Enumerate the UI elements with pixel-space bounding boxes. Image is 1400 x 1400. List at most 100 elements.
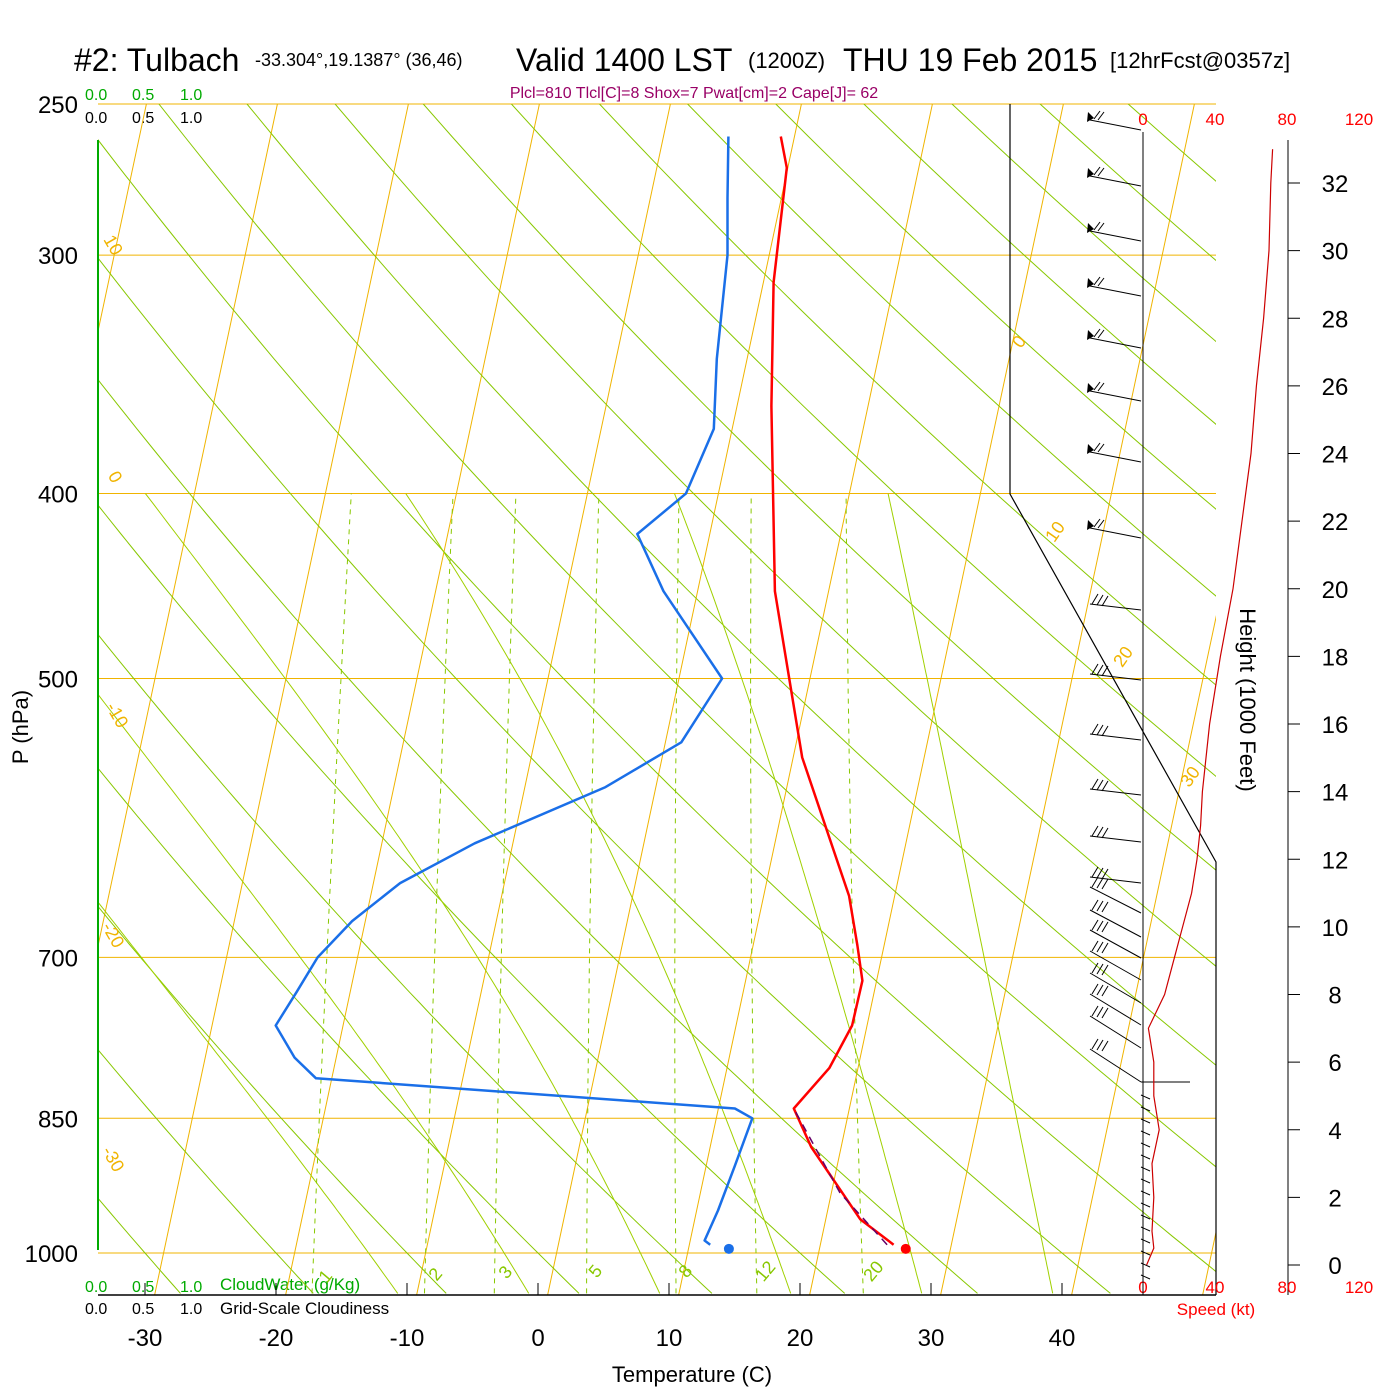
barb-flag — [1091, 876, 1099, 888]
dry-adiabat-0 — [98, 767, 580, 1294]
wind-barb — [1089, 876, 1142, 914]
barb-staff — [1089, 993, 1142, 1026]
x-tick-label-10: 10 — [656, 1325, 683, 1352]
speed-tick-top-80: 80 — [1278, 110, 1297, 129]
height-label-26: 26 — [1322, 374, 1349, 401]
surface-points — [723, 1243, 911, 1254]
mixing-ratio-12 — [750, 493, 758, 1294]
x-tick-label--20: -20 — [259, 1325, 294, 1352]
barb-flag — [1096, 1039, 1104, 1051]
wind-speed-axis: 0 0 40 40 80 80 120 120 — [1138, 110, 1373, 1297]
wind-barb — [1089, 723, 1142, 741]
barb-staff — [1089, 886, 1142, 914]
barb-flag — [1096, 963, 1104, 975]
moist-adiabat-0 — [98, 901, 399, 1294]
mixing-ratio-2 — [424, 493, 454, 1294]
barb-flag — [1091, 899, 1099, 911]
wind-barb-small — [1140, 1118, 1151, 1124]
moist-adiabat-2 — [145, 493, 661, 1294]
barb-flag — [1093, 518, 1101, 528]
wind-barb — [1089, 663, 1142, 681]
barb-flag — [1093, 221, 1101, 231]
height-label-18: 18 — [1322, 644, 1349, 671]
speed-tick-top-0: 0 — [1138, 110, 1147, 129]
cw-tick-top-0: 0.0 — [85, 87, 107, 104]
barb-flag — [1091, 962, 1099, 974]
barb-flag — [1091, 1038, 1099, 1050]
wind-barb — [1087, 381, 1142, 402]
cw-tick-bot-2: 1.0 — [180, 1279, 202, 1296]
barb-flag — [1093, 328, 1101, 338]
barb-flag — [1097, 382, 1105, 392]
wind-barb — [1089, 778, 1142, 796]
barb-flag — [1093, 442, 1101, 452]
barb-flag — [1096, 920, 1104, 932]
barb-flag — [1093, 381, 1101, 391]
wind-barb-small — [1140, 1226, 1151, 1232]
speed-tick-top-40: 40 — [1206, 110, 1225, 129]
height-label-30: 30 — [1322, 239, 1349, 266]
height-label-8: 8 — [1328, 983, 1341, 1010]
mixing-ratio-8 — [674, 493, 680, 1294]
cw-tick-bot-1: 0.5 — [132, 1279, 154, 1296]
height-label-22: 22 — [1322, 509, 1349, 536]
y-axis-label: P (hPa) — [8, 690, 33, 764]
wind-barb — [1087, 328, 1142, 349]
cw-tick-bot-0: 0.0 — [85, 1279, 107, 1296]
barb-flag — [1096, 779, 1104, 791]
barb-flag — [1096, 594, 1104, 606]
barb-staff — [1089, 876, 1142, 884]
barb-flag — [1091, 825, 1099, 837]
moist-adiabat-4 — [674, 493, 923, 1294]
barb-flag — [1101, 921, 1109, 933]
wind-barb — [1087, 442, 1142, 463]
cl-tick-bot-2: 1.0 — [180, 1301, 202, 1318]
wind-barb — [1089, 940, 1142, 981]
barb-staff — [1089, 119, 1142, 131]
surface-dewpoint-dot — [723, 1243, 734, 1254]
barb-flag — [1091, 778, 1099, 790]
barb-staff — [1089, 451, 1142, 463]
wind-barb — [1087, 221, 1142, 242]
barb-staff — [1089, 603, 1142, 611]
barb-flag — [1091, 663, 1099, 675]
barb-staff — [1089, 733, 1142, 741]
isotherm-0 — [547, 104, 802, 1295]
barb-flag — [1093, 166, 1101, 176]
cloudwater-scale-bottom: 0.0 0.5 1.0 CloudWater (g/Kg) 0.0 0.5 1.… — [85, 1275, 389, 1318]
dry-adiabat--30 — [98, 1197, 181, 1294]
barb-flag — [1096, 984, 1104, 996]
cl-tick-top-0: 0.0 — [85, 110, 107, 127]
x-tick-label-0: 0 — [531, 1325, 544, 1352]
station-title: #2: Tulbach — [74, 42, 239, 78]
height-label-14: 14 — [1322, 780, 1349, 807]
barb-staff — [1089, 909, 1142, 938]
dry-adiabat--20 — [98, 1049, 314, 1294]
wind-barb — [1089, 866, 1142, 884]
valid-time: Valid 1400 LST — [516, 42, 732, 78]
barb-staff — [1089, 1015, 1142, 1049]
barb-staff — [1089, 929, 1142, 959]
barb-pennant — [1087, 383, 1094, 393]
isotherm-label-4: -30 — [98, 1143, 128, 1176]
dry-adiabat-120 — [686, 104, 1216, 597]
barb-pennant — [1087, 444, 1094, 454]
wind-barb — [1087, 518, 1142, 539]
isotherm-50 — [1202, 1229, 1216, 1295]
y-tick-label-500: 500 — [38, 667, 78, 694]
barb-staff — [1089, 230, 1142, 242]
barb-flag — [1096, 664, 1104, 676]
isotherm-10 — [678, 104, 933, 1295]
isotherm-40 — [1071, 615, 1216, 1295]
station-coords: -33.304°,19.1387° (36,46) — [255, 50, 463, 70]
barb-pennant — [1087, 330, 1094, 340]
barb-staff — [1089, 527, 1142, 539]
barb-pennant — [1087, 520, 1094, 530]
y-tick-label-250: 250 — [38, 92, 78, 119]
wind-barb — [1087, 166, 1142, 187]
mixing-ratio-label-2: 3 — [495, 1262, 517, 1283]
wind-barbs — [1087, 110, 1190, 1280]
wind-barb — [1089, 825, 1142, 843]
y-axis-ticks: 250 300 400 500 700 850 1000 — [25, 92, 78, 1268]
barb-flag — [1101, 901, 1109, 913]
